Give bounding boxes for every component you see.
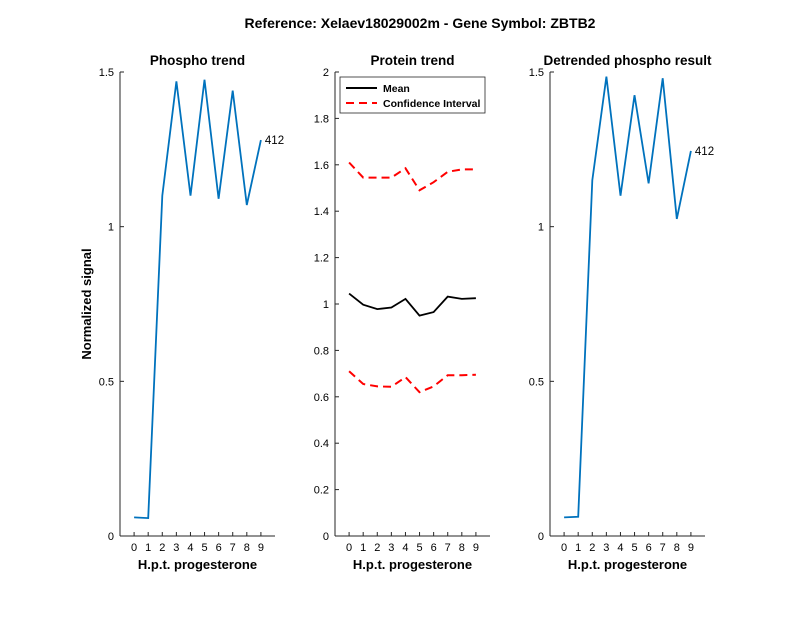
x-tick-label: 3 bbox=[388, 542, 394, 554]
y-tick-label: 1.2 bbox=[314, 253, 329, 265]
x-tick-label: 1 bbox=[145, 542, 151, 554]
y-tick-label: 1 bbox=[538, 222, 544, 234]
x-tick-label: 3 bbox=[603, 542, 609, 554]
y-tick-label: 0 bbox=[538, 531, 544, 543]
x-axis-label: H.p.t. progesterone bbox=[568, 557, 687, 572]
x-tick-label: 8 bbox=[459, 542, 465, 554]
chart-title: Detrended phospho result bbox=[543, 53, 712, 68]
legend-box bbox=[339, 76, 486, 114]
x-tick-label: 2 bbox=[159, 542, 165, 554]
x-tick-label: 6 bbox=[646, 542, 652, 554]
x-tick-label: 5 bbox=[416, 542, 422, 554]
y-tick-label: 1.8 bbox=[314, 113, 329, 125]
legend-entry-label: Confidence Interval bbox=[383, 98, 481, 110]
series-line bbox=[564, 76, 692, 519]
x-tick-label: 0 bbox=[131, 542, 137, 554]
x-tick-label: 3 bbox=[173, 542, 179, 554]
x-tick-label: 2 bbox=[374, 542, 380, 554]
legend: Mean Confidence Interval bbox=[339, 76, 486, 114]
x-tick-label: 8 bbox=[244, 542, 250, 554]
y-tick-label: 1.6 bbox=[314, 160, 329, 172]
series-line bbox=[348, 370, 476, 394]
y-tick-label: 0.6 bbox=[314, 392, 329, 404]
y-tick-label: 0.5 bbox=[99, 376, 114, 388]
y-tick-label: 0.4 bbox=[314, 438, 329, 450]
x-tick-label: 2 bbox=[589, 542, 595, 554]
y-tick-label: 0 bbox=[323, 531, 329, 543]
x-tick-label: 1 bbox=[360, 542, 366, 554]
series-end-label: 412 bbox=[695, 146, 714, 158]
x-tick-label: 9 bbox=[688, 542, 694, 554]
x-tick-label: 8 bbox=[674, 542, 680, 554]
x-tick-label: 9 bbox=[258, 542, 264, 554]
x-tick-label: 4 bbox=[402, 542, 408, 554]
x-axis-label: H.p.t. progesterone bbox=[138, 557, 257, 572]
y-tick-label: 1.4 bbox=[314, 206, 329, 218]
chart-title: Protein trend bbox=[370, 53, 454, 68]
x-tick-label: 7 bbox=[230, 542, 236, 554]
x-tick-label: 4 bbox=[187, 542, 193, 554]
y-tick-label: 0.8 bbox=[314, 345, 329, 357]
series-line-mean bbox=[348, 292, 476, 317]
figure-title: Reference: Xelaev18029002m - Gene Symbol… bbox=[245, 15, 596, 31]
series-line-confidence-interval bbox=[348, 161, 476, 192]
x-tick-label: 1 bbox=[575, 542, 581, 554]
y-tick-label: 2 bbox=[323, 67, 329, 79]
y-tick-label: 1 bbox=[323, 299, 329, 311]
x-tick-label: 7 bbox=[660, 542, 666, 554]
x-tick-label: 5 bbox=[631, 542, 637, 554]
x-tick-label: 6 bbox=[431, 542, 437, 554]
series-end-label: 412 bbox=[265, 135, 284, 147]
x-tick-label: 5 bbox=[201, 542, 207, 554]
x-axis-label: H.p.t. progesterone bbox=[353, 557, 472, 572]
x-tick-label: 6 bbox=[216, 542, 222, 554]
y-tick-label: 1 bbox=[108, 222, 114, 234]
y-axis-label: Normalized signal bbox=[79, 248, 94, 359]
x-tick-label: 7 bbox=[445, 542, 451, 554]
series-line bbox=[134, 79, 262, 520]
x-tick-label: 0 bbox=[346, 542, 352, 554]
y-tick-label: 1.5 bbox=[99, 67, 114, 79]
y-tick-label: 1.5 bbox=[529, 67, 544, 79]
y-tick-label: 0.5 bbox=[529, 376, 544, 388]
x-tick-label: 0 bbox=[561, 542, 567, 554]
chart-title: Phospho trend bbox=[150, 53, 245, 68]
x-tick-label: 9 bbox=[473, 542, 479, 554]
y-tick-label: 0.2 bbox=[314, 485, 329, 497]
y-tick-label: 0 bbox=[108, 531, 114, 543]
x-tick-label: 4 bbox=[617, 542, 623, 554]
legend-entry-label: Mean bbox=[383, 83, 410, 95]
